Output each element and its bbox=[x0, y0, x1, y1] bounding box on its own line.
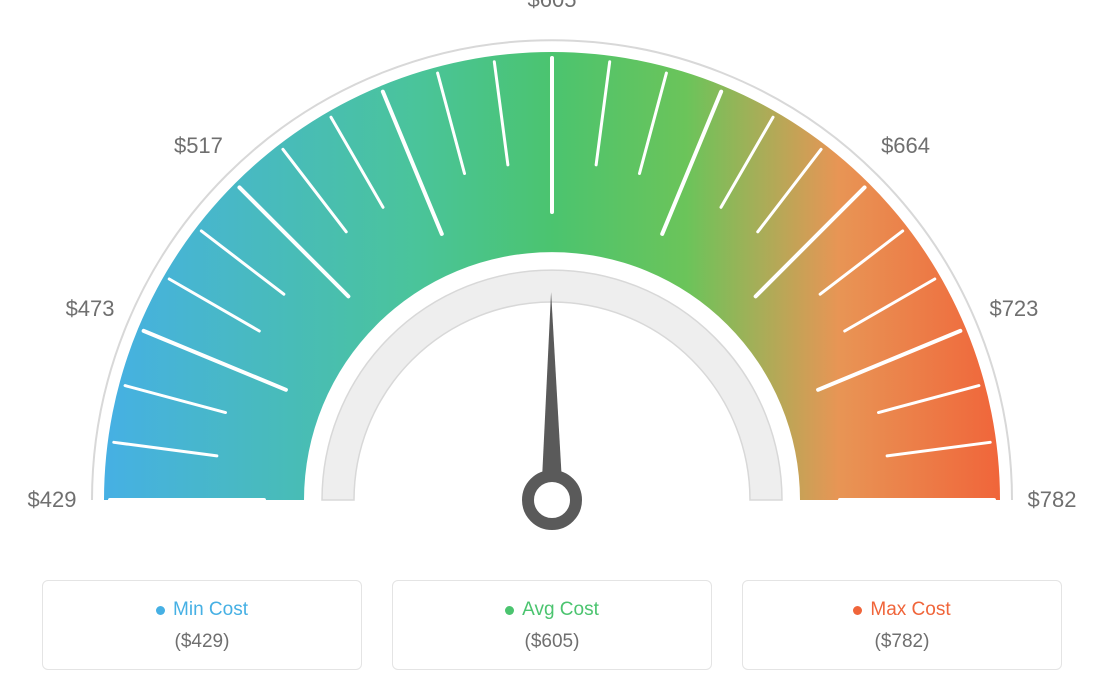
legend-label-max: Max Cost bbox=[753, 599, 1051, 621]
legend-text-min: Min Cost bbox=[173, 599, 248, 621]
legend-value-min: ($429) bbox=[53, 631, 351, 653]
gauge-svg bbox=[0, 0, 1104, 560]
legend-dot-min bbox=[156, 606, 165, 615]
legend-text-max: Max Cost bbox=[870, 599, 950, 621]
gauge-tick-label: $473 bbox=[66, 296, 115, 322]
legend-card-min: Min Cost ($429) bbox=[42, 580, 362, 670]
legend-value-avg: ($605) bbox=[403, 631, 701, 653]
legend-dot-max bbox=[853, 606, 862, 615]
legend-card-avg: Avg Cost ($605) bbox=[392, 580, 712, 670]
legend-value-max: ($782) bbox=[753, 631, 1051, 653]
legend-row: Min Cost ($429) Avg Cost ($605) Max Cost… bbox=[0, 580, 1104, 670]
gauge-tick-label: $723 bbox=[989, 296, 1038, 322]
legend-label-avg: Avg Cost bbox=[403, 599, 701, 621]
cost-gauge-chart: $429 $473 $517 $605 $664 $723 $782 Min Cost ($… bbox=[0, 0, 1104, 690]
gauge-tick-label: $664 bbox=[881, 133, 930, 159]
gauge-tick-label: $517 bbox=[174, 133, 223, 159]
gauge-tick-label: $429 bbox=[28, 487, 77, 513]
gauge-tick-label: $605 bbox=[528, 0, 577, 13]
gauge-area: $429 $473 $517 $605 $664 $723 $782 bbox=[0, 0, 1104, 560]
legend-text-avg: Avg Cost bbox=[522, 599, 599, 621]
legend-label-min: Min Cost bbox=[53, 599, 351, 621]
gauge-tick-label: $782 bbox=[1028, 487, 1077, 513]
legend-dot-avg bbox=[505, 606, 514, 615]
legend-card-max: Max Cost ($782) bbox=[742, 580, 1062, 670]
